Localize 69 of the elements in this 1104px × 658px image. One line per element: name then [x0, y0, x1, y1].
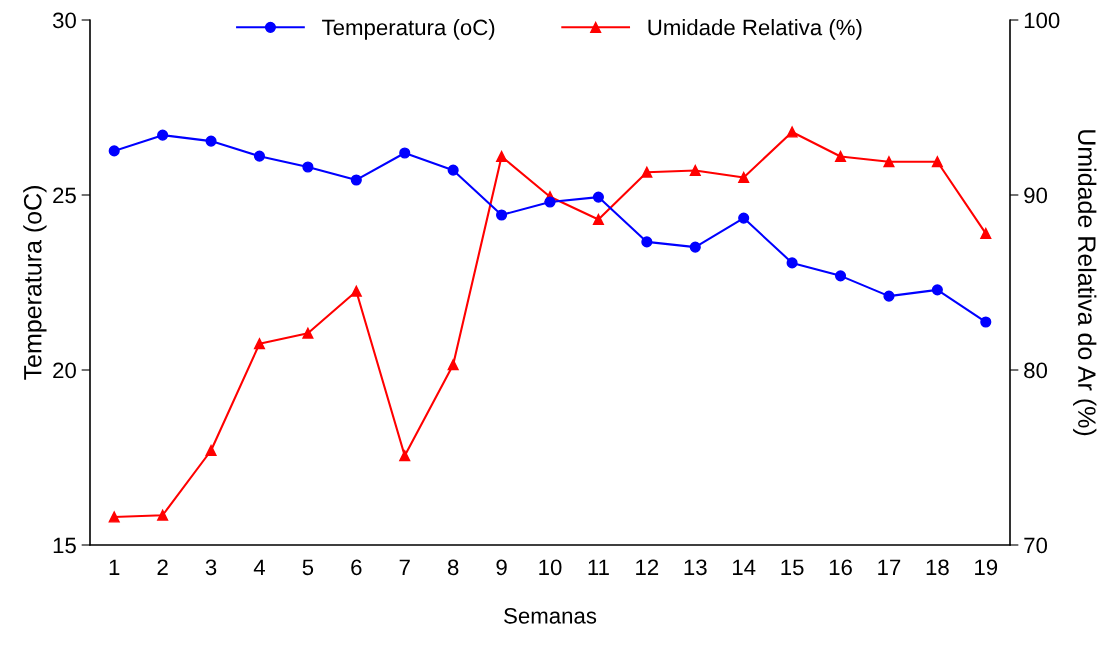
- point: [641, 236, 653, 248]
- point: [108, 145, 120, 157]
- x-tick-label: 8: [447, 559, 459, 576]
- legend-label: Umidade Relativa (%): [648, 19, 862, 40]
- point: [399, 450, 411, 462]
- point: [157, 509, 169, 521]
- point: [205, 444, 217, 457]
- point: [205, 135, 217, 147]
- point: [980, 227, 992, 240]
- y-tick-label: 30: [52, 12, 76, 29]
- point: [253, 150, 266, 162]
- x-tick-label: 17: [878, 559, 901, 575]
- y2-tick-label: 70: [1024, 537, 1048, 554]
- point: [834, 270, 847, 282]
- point: [641, 166, 653, 178]
- y-tick-label: 25: [53, 187, 76, 204]
- x-tick-label: 10: [539, 559, 562, 576]
- point: [931, 156, 943, 168]
- point: [738, 171, 750, 184]
- x-tick-label: 6: [351, 559, 362, 576]
- point: [592, 213, 604, 226]
- x-tick-label: 2: [157, 559, 168, 575]
- point: [689, 241, 701, 253]
- y-tick-label: 15: [53, 537, 76, 554]
- y-axis-title: Temperatura (oC): [23, 186, 47, 380]
- y2-tick-label: 100: [1024, 12, 1060, 29]
- point: [350, 285, 362, 297]
- y2-tick-label: 90: [1024, 187, 1048, 204]
- point: [883, 290, 895, 302]
- y2-tick-label: 80: [1024, 362, 1048, 379]
- x-tick-label: 9: [496, 559, 507, 576]
- y-tick-label: 20: [53, 362, 76, 379]
- legend-label: Temperatura (oC): [322, 19, 495, 40]
- point: [738, 212, 750, 224]
- x-tick-label: 12: [636, 559, 659, 575]
- point: [157, 129, 169, 141]
- point: [350, 174, 362, 186]
- point: [544, 196, 556, 208]
- x-tick-label: 18: [926, 559, 949, 576]
- point: [883, 156, 895, 168]
- x-tick-label: 7: [399, 559, 410, 575]
- x-axis-title: Semanas: [504, 607, 597, 624]
- point: [253, 338, 266, 350]
- point: [447, 164, 459, 176]
- x-tick-label: 14: [733, 559, 756, 575]
- x-tick-label: 15: [781, 559, 804, 576]
- point: [108, 511, 120, 523]
- y2-axis-title: Umidade Relativa do Ar (%): [1073, 130, 1097, 436]
- point: [399, 147, 411, 159]
- x-tick-label: 13: [684, 559, 707, 576]
- x-tick-label: 5: [302, 559, 314, 576]
- point: [592, 191, 604, 203]
- point: [496, 150, 508, 163]
- x-tick-label: 16: [829, 559, 852, 576]
- x-tick-label: 3: [205, 559, 217, 576]
- point: [302, 327, 314, 339]
- x-tick-label: 11: [588, 559, 609, 575]
- point: [447, 359, 459, 371]
- point: [689, 164, 701, 177]
- point: [302, 161, 314, 173]
- point: [786, 257, 798, 269]
- point: [931, 284, 943, 296]
- point: [980, 316, 992, 328]
- x-tick-label: 4: [253, 559, 265, 575]
- point: [834, 150, 847, 163]
- point: [786, 126, 798, 138]
- x-tick-label: 19: [975, 559, 998, 576]
- point: [496, 209, 508, 221]
- x-tick-label: 1: [109, 559, 120, 575]
